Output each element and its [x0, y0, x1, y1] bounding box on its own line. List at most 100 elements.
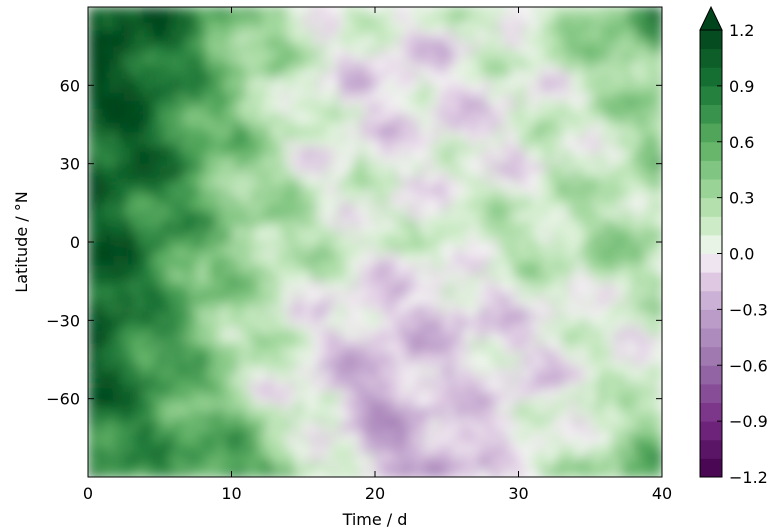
heatmap-cell	[116, 93, 125, 102]
heatmap-cell	[202, 469, 211, 477]
heatmap-cell	[339, 155, 348, 165]
heatmap-cell	[209, 328, 218, 337]
heatmap-cell	[260, 312, 269, 322]
heatmap-cell	[583, 414, 592, 423]
heatmap-cell	[95, 61, 104, 71]
heatmap-cell	[432, 7, 441, 16]
heatmap-cell	[590, 390, 599, 400]
heatmap-cell	[654, 453, 662, 463]
heatmap-cell	[482, 210, 491, 220]
heatmap-cell	[174, 328, 183, 337]
heatmap-cell	[633, 296, 642, 306]
heatmap-cell	[618, 461, 627, 470]
heatmap-cell	[590, 414, 599, 423]
heatmap-cell	[360, 265, 369, 275]
heatmap-cell	[367, 359, 376, 369]
heatmap-cell	[511, 437, 520, 447]
heatmap-cell	[618, 430, 627, 439]
heatmap-cell	[375, 218, 383, 228]
heatmap-cell	[532, 226, 541, 235]
heatmap-cell	[231, 414, 240, 423]
heatmap-cell	[324, 320, 333, 329]
heatmap-cell	[446, 101, 455, 110]
heatmap-cell	[446, 195, 455, 204]
heatmap-cell	[568, 22, 577, 32]
heatmap-cell	[475, 61, 484, 71]
heatmap-cell	[109, 312, 118, 322]
heatmap-cell	[209, 124, 218, 134]
heatmap-cell	[95, 312, 104, 322]
heatmap-cell	[482, 469, 491, 477]
heatmap-cell	[375, 61, 383, 71]
heatmap-cell	[267, 234, 276, 243]
heatmap-cell	[109, 398, 118, 408]
heatmap-cell	[245, 265, 254, 275]
heatmap-cell	[482, 273, 491, 282]
heatmap-cell	[195, 61, 204, 71]
heatmap-cell	[260, 163, 269, 173]
heatmap-cell	[131, 281, 140, 290]
heatmap-cell	[453, 116, 462, 126]
heatmap-cell	[245, 351, 254, 361]
heatmap-cell	[217, 140, 226, 149]
heatmap-cell	[604, 367, 613, 376]
heatmap-cell	[138, 343, 147, 353]
heatmap-cell	[647, 93, 656, 102]
heatmap-cell	[647, 351, 656, 361]
heatmap-cell	[453, 210, 462, 220]
heatmap-cell	[396, 101, 405, 110]
heatmap-cell	[310, 195, 319, 204]
heatmap-cell	[468, 414, 477, 423]
heatmap-cell	[410, 77, 419, 87]
heatmap-cell	[561, 320, 570, 329]
heatmap-cell	[618, 304, 627, 314]
heatmap-cell	[188, 77, 197, 87]
heatmap-cell	[640, 445, 649, 455]
heatmap-cell	[575, 375, 584, 384]
heatmap-cell	[597, 124, 606, 134]
heatmap-cell	[389, 359, 398, 369]
heatmap-cell	[202, 328, 211, 337]
heatmap-cell	[346, 132, 355, 141]
heatmap-cell	[633, 453, 642, 463]
heatmap-cell	[138, 171, 147, 181]
heatmap-cell	[654, 359, 662, 369]
heatmap-cell	[202, 101, 211, 110]
heatmap-cell	[647, 257, 656, 267]
y-tick-label: 60	[60, 76, 80, 95]
heatmap-cell	[640, 93, 649, 102]
heatmap-cell	[116, 422, 125, 431]
heatmap-cell	[633, 132, 642, 141]
heatmap-cell	[590, 242, 599, 251]
heatmap-cell	[159, 296, 168, 306]
heatmap-cell	[468, 257, 477, 267]
heatmap-cell	[231, 218, 240, 228]
heatmap-cell	[274, 46, 283, 55]
heatmap-cell	[453, 195, 462, 204]
heatmap-cell	[360, 132, 369, 141]
heatmap-cell	[281, 101, 290, 110]
heatmap-cell	[375, 257, 383, 267]
heatmap-cell	[274, 77, 283, 87]
heatmap-cell	[274, 359, 283, 369]
heatmap-cell	[253, 163, 261, 173]
heatmap-cell	[310, 367, 319, 376]
heatmap-cell	[339, 30, 348, 40]
heatmap-cell	[590, 155, 599, 165]
heatmap-cell	[518, 77, 527, 87]
heatmap-cell	[633, 469, 642, 477]
heatmap-cell	[532, 390, 541, 400]
heatmap-cell	[611, 108, 620, 118]
heatmap-cell	[453, 328, 462, 337]
heatmap-cell	[547, 375, 556, 384]
heatmap-cell	[561, 195, 570, 204]
heatmap-cell	[159, 257, 168, 267]
heatmap-cell	[504, 398, 513, 408]
heatmap-cell	[367, 249, 376, 259]
heatmap-cell	[188, 69, 197, 79]
heatmap-cell	[561, 336, 570, 345]
heatmap-cell	[231, 383, 240, 392]
heatmap-cell	[496, 390, 505, 400]
heatmap-cell	[382, 148, 391, 157]
heatmap-cell	[496, 171, 505, 181]
